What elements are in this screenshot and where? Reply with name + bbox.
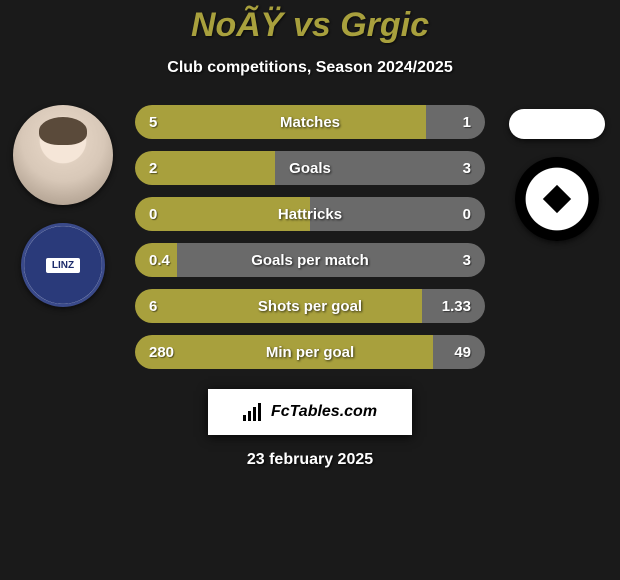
- subtitle: Club competitions, Season 2024/2025: [0, 59, 620, 77]
- stat-left-value: 280: [135, 335, 433, 369]
- stat-right-value: 49: [433, 335, 486, 369]
- stat-row: 28049Min per goal: [135, 335, 485, 369]
- page-title: NoÃŸ vs Grgic: [0, 0, 620, 45]
- stat-left-value: 5: [135, 105, 426, 139]
- comparison-infographic: NoÃŸ vs Grgic Club competitions, Season …: [0, 0, 620, 469]
- club-left-label: LINZ: [46, 258, 80, 273]
- player-right-pill: [509, 109, 605, 139]
- stat-right-value: 3: [177, 243, 485, 277]
- stat-left-value: 2: [135, 151, 275, 185]
- stat-row: 0.43Goals per match: [135, 243, 485, 277]
- main-content: LINZ 51Matches 23Goals 00Hattricks 0.43Goal…: [0, 105, 620, 369]
- club-left-badge: LINZ: [21, 223, 105, 307]
- footer-attribution: FcTables.com: [208, 389, 412, 435]
- right-badge-column: [505, 105, 609, 241]
- stat-row: 00Hattricks: [135, 197, 485, 231]
- club-right-badge: [515, 157, 599, 241]
- stat-row: 51Matches: [135, 105, 485, 139]
- stat-row: 61.33Shots per goal: [135, 289, 485, 323]
- footer-brand: FcTables.com: [271, 403, 377, 421]
- stat-right-value: 1: [426, 105, 486, 139]
- stat-right-value: 3: [275, 151, 485, 185]
- date-label: 23 february 2025: [0, 451, 620, 469]
- stat-right-value: 1.33: [422, 289, 485, 323]
- player-left-avatar: [13, 105, 113, 205]
- stat-left-value: 0: [135, 197, 310, 231]
- stats-bars: 51Matches 23Goals 00Hattricks 0.43Goals per…: [135, 105, 485, 369]
- stat-row: 23Goals: [135, 151, 485, 185]
- stat-left-value: 6: [135, 289, 422, 323]
- chart-icon: [243, 403, 265, 421]
- stat-right-value: 0: [310, 197, 485, 231]
- left-badge-column: LINZ: [11, 105, 115, 307]
- stat-left-value: 0.4: [135, 243, 177, 277]
